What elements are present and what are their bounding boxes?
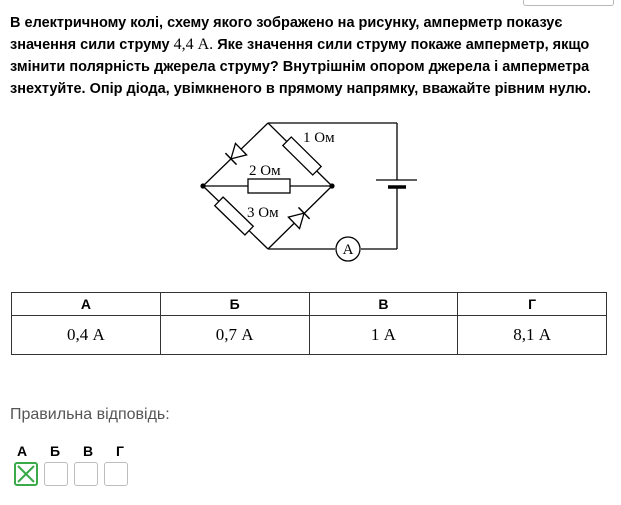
question-line-4: знехтуйте. Опір діода, увімкненого в пря… bbox=[10, 81, 592, 97]
resistor-1 bbox=[281, 136, 323, 176]
choice-letter-g: Г bbox=[116, 443, 124, 459]
question-line-2-end: Яке значення сили струму покаже ампермет… bbox=[213, 37, 590, 53]
answer-header-g: Г bbox=[457, 292, 607, 316]
circuit-diagram: A 1 Ом 2 Ом 3 Ом bbox=[200, 122, 417, 262]
resistor-2 bbox=[247, 178, 291, 194]
answer-value-g: 8,1 А bbox=[457, 315, 607, 355]
answers-table: А Б В Г 0,4 А 0,7 А 1 А 8,1 А bbox=[11, 292, 607, 355]
choice-boxes bbox=[14, 462, 128, 486]
cross-mark-icon bbox=[17, 465, 35, 483]
ammeter-label: A bbox=[343, 242, 354, 258]
answer-header-v: В bbox=[308, 292, 459, 316]
answer-value-b: 0,7 А bbox=[159, 315, 310, 355]
question-line-2-start: значення сили струму bbox=[10, 37, 174, 53]
top-frame bbox=[523, 0, 614, 6]
diode-1 bbox=[224, 142, 248, 166]
question-line-3: змінити полярність джерела струму? Внутр… bbox=[10, 59, 590, 75]
node-left bbox=[200, 183, 206, 189]
choice-letter-a: А bbox=[17, 443, 28, 459]
answer-header-a: А bbox=[11, 292, 161, 316]
question-line-1: В електричному колі, схему якого зображе… bbox=[10, 15, 563, 31]
resistor-3 bbox=[213, 196, 255, 236]
ammeter bbox=[335, 236, 361, 262]
resistor-1-label: 1 Ом bbox=[303, 130, 335, 146]
choice-letter-v: В bbox=[83, 443, 94, 459]
choice-letters: А Б В Г bbox=[17, 443, 149, 459]
current-value: 4,4 А. bbox=[173, 36, 214, 53]
choice-checkbox-v[interactable] bbox=[74, 462, 98, 486]
choice-checkbox-a[interactable] bbox=[14, 462, 38, 486]
answers-value-row: 0,4 А 0,7 А 1 А 8,1 А bbox=[11, 315, 607, 355]
answer-value-a: 0,4 А bbox=[11, 315, 161, 355]
question-line-2: значення сили струму 4,4 А. Яке значення… bbox=[10, 34, 610, 56]
diode-2 bbox=[287, 206, 311, 230]
choice-letter-b: Б bbox=[50, 443, 61, 459]
question-text: В електричному колі, схему якого зображе… bbox=[10, 12, 610, 100]
correct-answer-label: Правильна відповідь: bbox=[10, 406, 170, 423]
choice-checkbox-b[interactable] bbox=[44, 462, 68, 486]
node-right bbox=[329, 183, 335, 189]
resistor-2-label: 2 Ом bbox=[249, 163, 281, 179]
answer-header-b: Б bbox=[159, 292, 310, 316]
answer-value-v: 1 А bbox=[308, 315, 459, 355]
choice-checkbox-g[interactable] bbox=[104, 462, 128, 486]
answers-header-row: А Б В Г bbox=[11, 292, 607, 316]
resistor-3-label: 3 Ом bbox=[247, 205, 279, 221]
